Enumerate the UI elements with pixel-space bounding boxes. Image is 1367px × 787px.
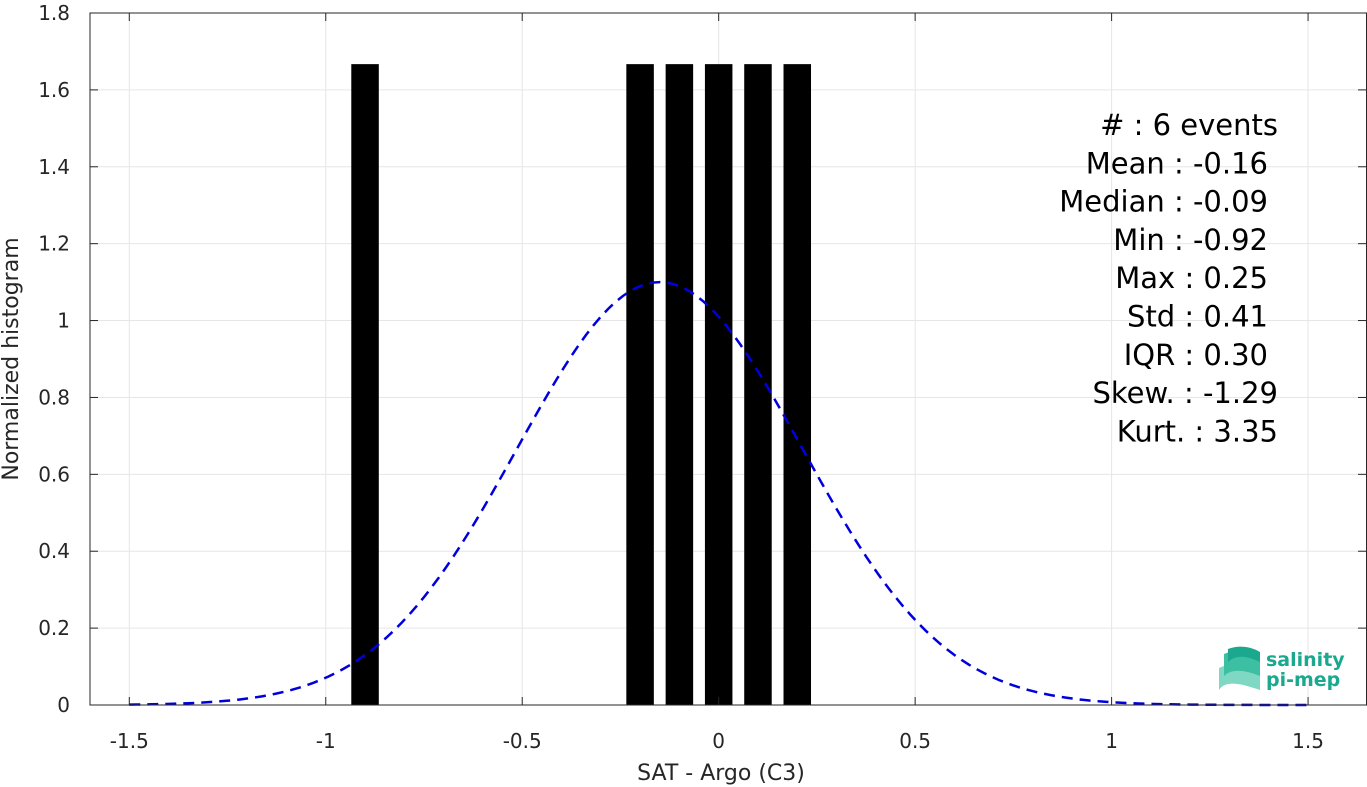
x-tick-label: 1 <box>1105 729 1118 753</box>
stats-line: Median : -0.09 <box>1059 185 1268 219</box>
x-tick-label: -0.5 <box>503 729 542 753</box>
x-axis-label: SAT - Argo (C3) <box>637 761 805 786</box>
y-tick-label: 0.6 <box>38 462 70 486</box>
stats-line: Std : 0.41 <box>1127 300 1268 334</box>
y-tick-label: 0.4 <box>38 539 70 563</box>
histogram-bar <box>784 64 812 705</box>
logo-line1: salinity <box>1266 649 1345 671</box>
histogram-bar <box>744 64 772 705</box>
x-tick-label: -1.5 <box>110 729 149 753</box>
stats-line: Kurt. : 3.35 <box>1117 414 1278 448</box>
histogram-chart: -1.5 -1 -0.5 0 0.5 1 1.5 0 0.2 0.4 0.6 0.8 1 1.2 1.4 1… <box>0 0 1367 787</box>
x-tick-label: 0 <box>712 729 725 753</box>
y-tick-label: 0 <box>57 693 70 717</box>
y-tick-label: 1.4 <box>38 155 70 179</box>
stats-box: # : 6 events Mean : -0.16 Median : -0.09 Mi… <box>1059 108 1278 448</box>
x-tick-label: -1 <box>316 729 336 753</box>
stats-line: Skew. : -1.29 <box>1092 376 1278 410</box>
stats-line: Min : -0.92 <box>1113 223 1268 257</box>
stats-line: Mean : -0.16 <box>1086 146 1268 180</box>
x-tick-label: 1.5 <box>1292 729 1324 753</box>
histogram-bar <box>351 64 379 705</box>
histogram-bar <box>626 64 654 705</box>
histogram-bar <box>666 64 694 705</box>
y-tick-label: 1 <box>57 309 70 333</box>
salinity-pi-mep-logo: salinity pi-mep <box>1219 647 1345 691</box>
y-tick-label: 1.8 <box>38 1 70 25</box>
y-tick-label: 1.2 <box>38 232 70 256</box>
x-tick-label: 0.5 <box>899 729 931 753</box>
y-axis-label: Normalized histogram <box>0 237 24 480</box>
y-tick-label: 1.6 <box>38 78 70 102</box>
stats-line: IQR : 0.30 <box>1124 338 1268 372</box>
bars <box>351 64 811 705</box>
stats-line: Max : 0.25 <box>1115 261 1268 295</box>
wave-logo-icon <box>1219 647 1260 690</box>
y-tick-label: 0.2 <box>38 616 70 640</box>
y-tick-label: 0.8 <box>38 385 70 409</box>
logo-line2: pi-mep <box>1266 669 1340 691</box>
stats-line: # : 6 events <box>1100 108 1278 142</box>
histogram-bar <box>705 64 733 705</box>
